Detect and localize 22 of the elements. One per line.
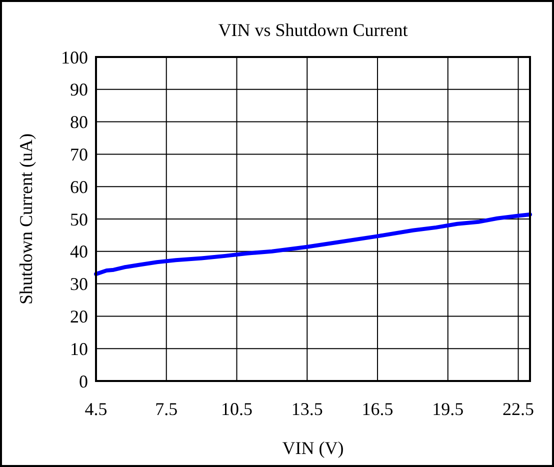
- y-tick-label: 70: [70, 144, 88, 164]
- y-tick-label: 60: [70, 176, 88, 197]
- x-tick-label: 10.5: [221, 399, 253, 419]
- x-tick-label: 19.5: [432, 399, 464, 419]
- x-tick-label: 16.5: [362, 399, 394, 419]
- y-tick-label: 100: [61, 47, 88, 68]
- x-tick-label: 22.5: [502, 399, 534, 419]
- x-axis-title: VIN (V): [282, 438, 344, 458]
- x-tick-label: 13.5: [291, 399, 323, 419]
- y-tick-label: 50: [70, 209, 88, 230]
- y-tick-label: 80: [70, 112, 88, 132]
- y-tick-label: 90: [70, 80, 88, 100]
- y-tick-label: 20: [70, 306, 88, 326]
- x-tick-label: 7.5: [155, 399, 178, 419]
- y-tick-label: 0: [79, 371, 88, 392]
- line-series: [94, 212, 532, 276]
- x-tick-label: 4.5: [84, 399, 108, 419]
- chart-title: VIN vs Shutdown Current: [218, 20, 408, 40]
- y-axis-title: Shutdown Current (uA): [16, 134, 36, 304]
- y-tick-label: 40: [70, 242, 88, 262]
- y-tick-label: 10: [70, 338, 88, 359]
- y-tick-label: 30: [70, 274, 88, 294]
